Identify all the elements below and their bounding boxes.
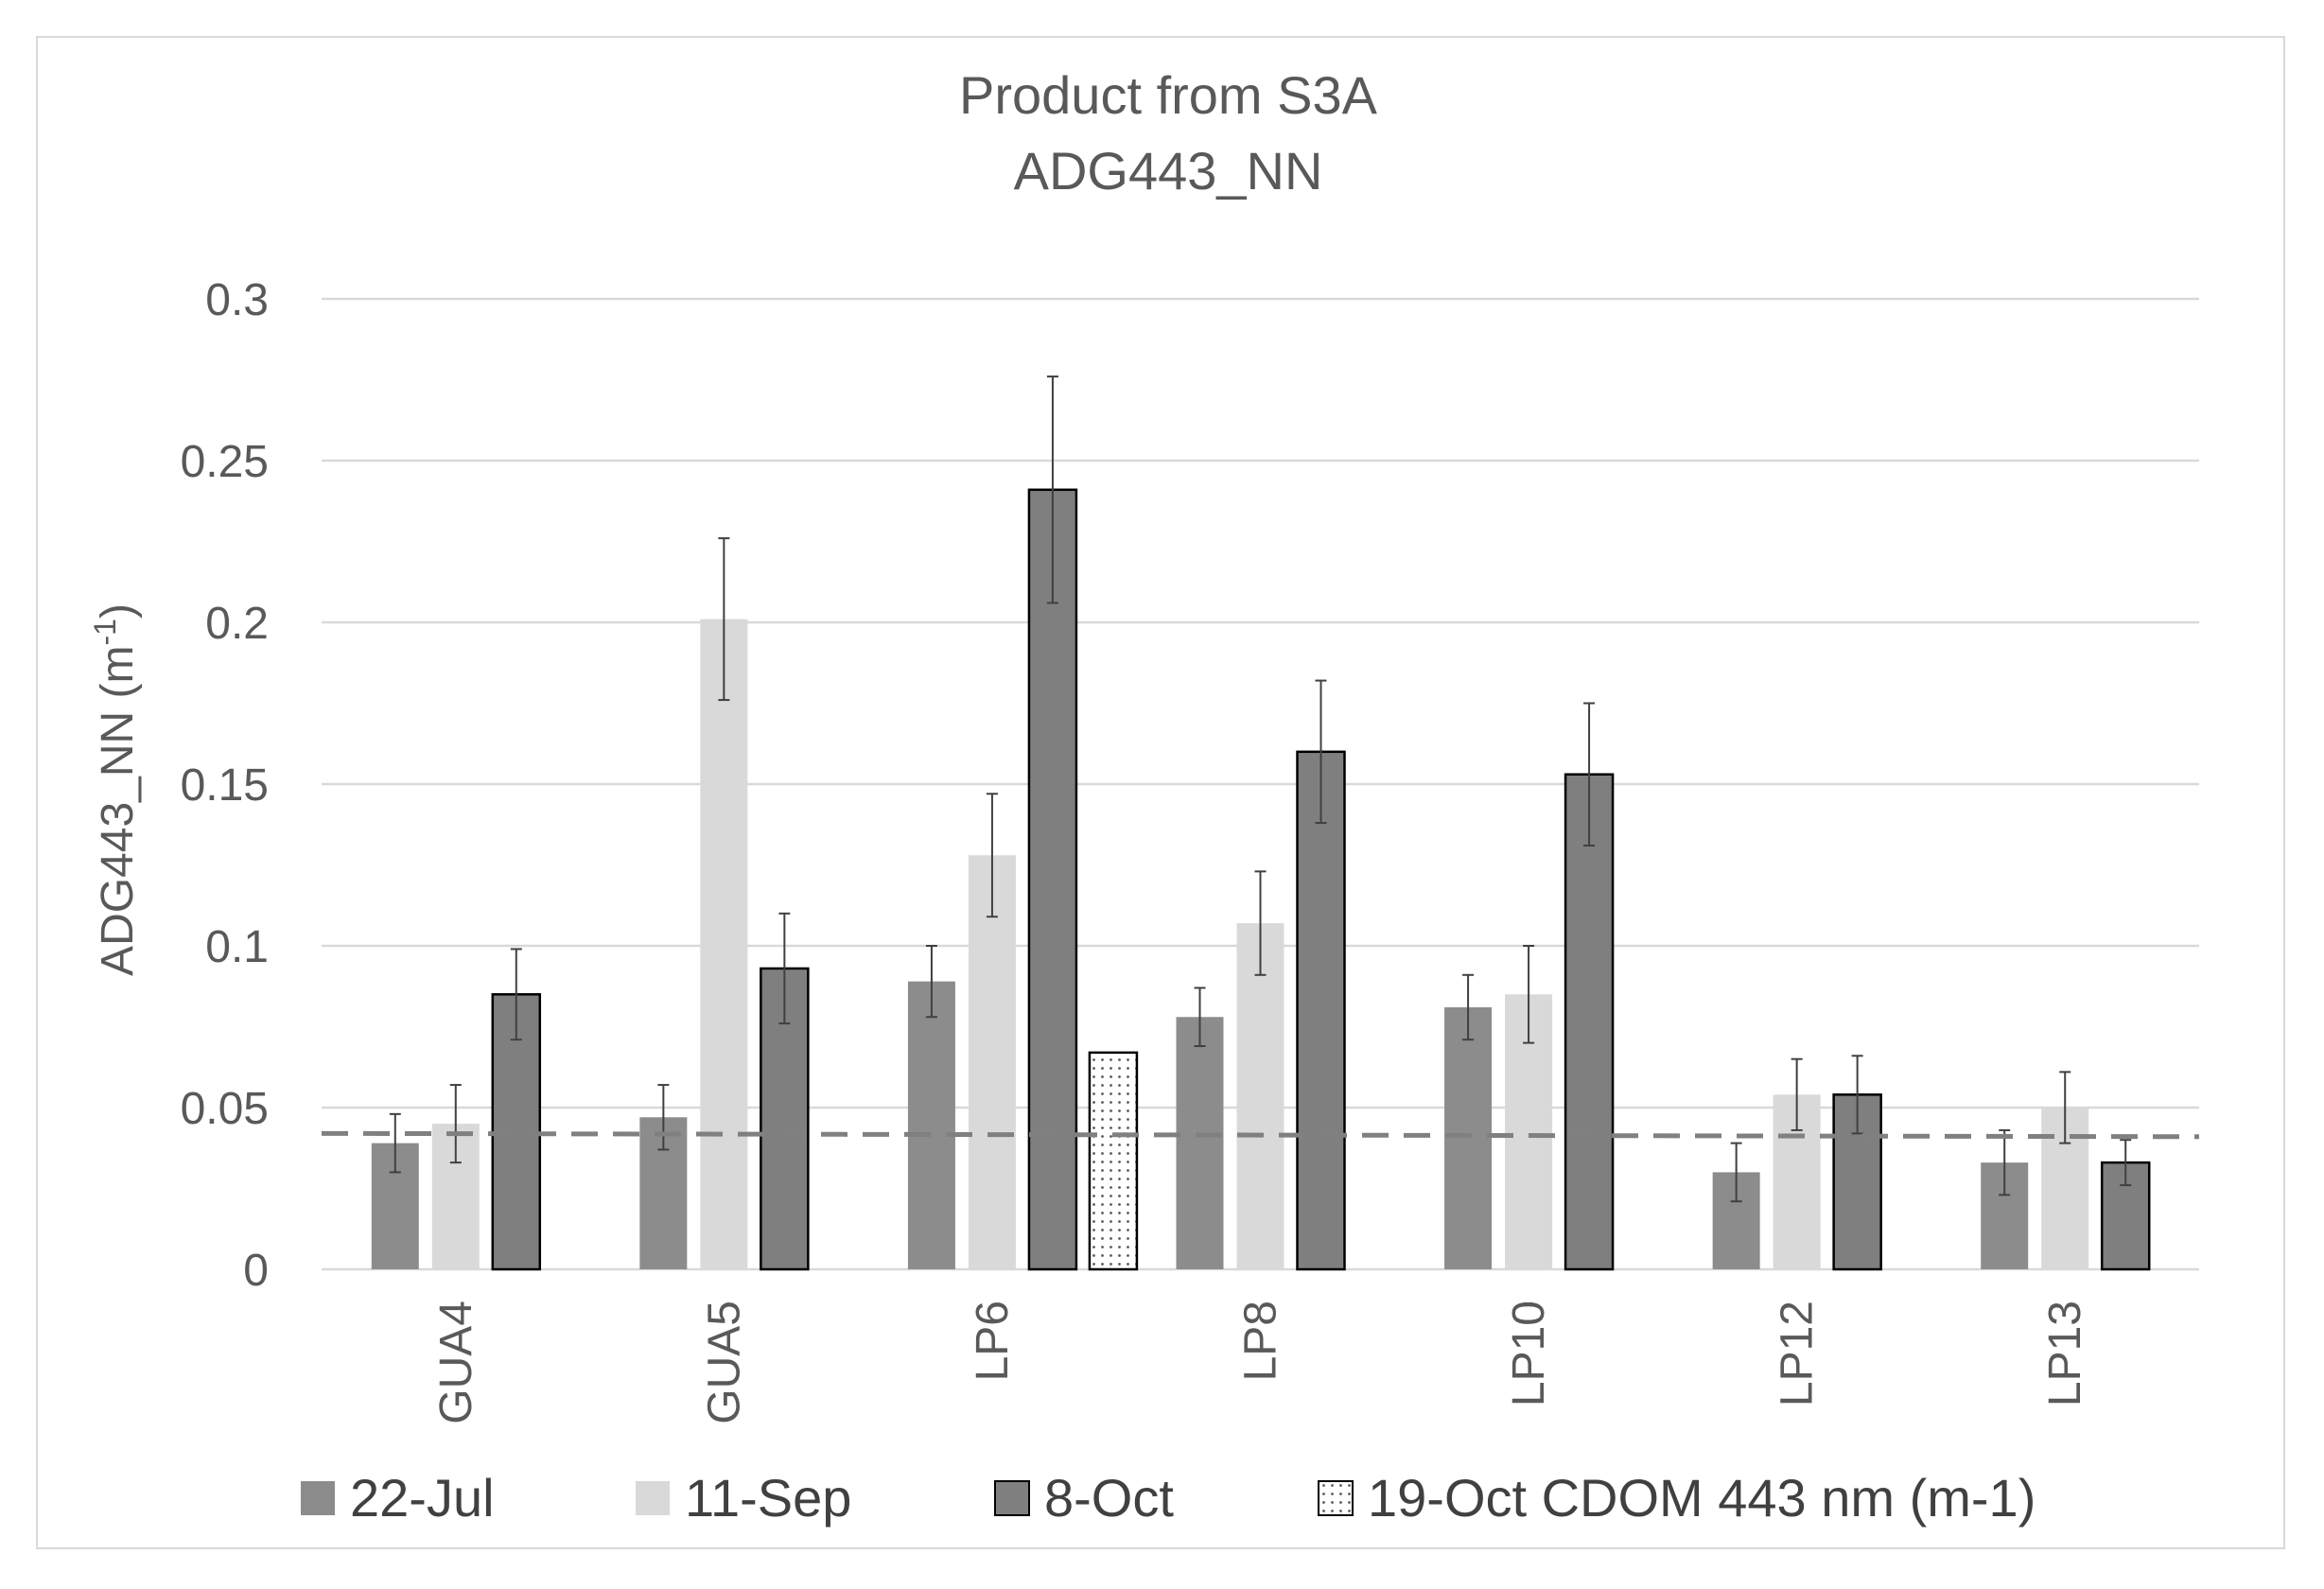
y-tick-label: 0.15 bbox=[181, 760, 269, 811]
bar-11-sep bbox=[968, 855, 1016, 1269]
y-tick-label: 0.1 bbox=[205, 922, 269, 972]
legend: 22-Jul 11-Sep 8-Oct 19-Oct CDOM 443 nm (m-1… bbox=[301, 1468, 2036, 1528]
x-tick-label: LP10 bbox=[1504, 1301, 1554, 1406]
reference-line bbox=[321, 1130, 2200, 1140]
bar-8-oct bbox=[1296, 750, 1346, 1271]
chart-frame bbox=[36, 36, 2285, 1549]
legend-swatch bbox=[1318, 1480, 1354, 1516]
legend-label: 22-Jul bbox=[350, 1468, 495, 1528]
chart-subtitle: ADG443_NN bbox=[1014, 141, 1323, 201]
x-tick-label: LP6 bbox=[968, 1301, 1018, 1381]
y-axis-title-superscript: -1 bbox=[88, 619, 122, 645]
bar-22-jul bbox=[1176, 1017, 1224, 1269]
bar-22-jul bbox=[907, 981, 955, 1269]
bar-11-sep bbox=[700, 619, 748, 1269]
legend-swatch bbox=[636, 1481, 670, 1515]
x-tick-label: LP12 bbox=[1773, 1301, 1823, 1406]
bar-22-jul bbox=[1444, 1006, 1493, 1269]
x-tick-label: LP13 bbox=[2040, 1301, 2090, 1406]
legend-label: 19-Oct CDOM 443 nm (m-1) bbox=[1368, 1468, 2036, 1528]
bar-11-sep bbox=[1236, 923, 1284, 1269]
y-tick-label: 0.2 bbox=[205, 599, 269, 649]
x-tick-labels: GUA4 GUA5 LP6 LP8 LP10 LP12 LP13 bbox=[431, 1301, 2090, 1424]
gridlines bbox=[322, 297, 2199, 1271]
y-axis-title-main: ADG443_NN (m bbox=[93, 646, 143, 976]
legend-label: 11-Sep bbox=[685, 1468, 851, 1528]
x-tick-label: GUA5 bbox=[699, 1301, 749, 1424]
y-tick-labels: 0 0.05 0.1 0.15 0.2 0.25 0.3 bbox=[181, 275, 269, 1296]
chart-title: Product from S3A bbox=[959, 65, 1378, 125]
y-tick-label: 0.25 bbox=[181, 437, 269, 487]
y-axis-title: ADG443_NN (m-1) bbox=[88, 603, 143, 976]
y-tick-label: 0.05 bbox=[181, 1084, 269, 1134]
bar-8-oct bbox=[1564, 773, 1615, 1271]
bar-19-oct bbox=[1088, 1051, 1139, 1271]
legend-label: 8-Oct bbox=[1044, 1468, 1174, 1528]
reference-line-group bbox=[321, 1130, 2200, 1140]
x-tick-label: LP8 bbox=[1236, 1301, 1286, 1381]
bar-8-oct bbox=[1027, 488, 1078, 1271]
legend-swatch bbox=[301, 1481, 335, 1515]
x-tick-label: GUA4 bbox=[431, 1301, 481, 1424]
y-tick-label: 0 bbox=[243, 1246, 269, 1296]
legend-swatch bbox=[994, 1480, 1030, 1516]
y-axis-title-suffix: ) bbox=[93, 603, 143, 619]
y-tick-label: 0.3 bbox=[205, 275, 269, 325]
